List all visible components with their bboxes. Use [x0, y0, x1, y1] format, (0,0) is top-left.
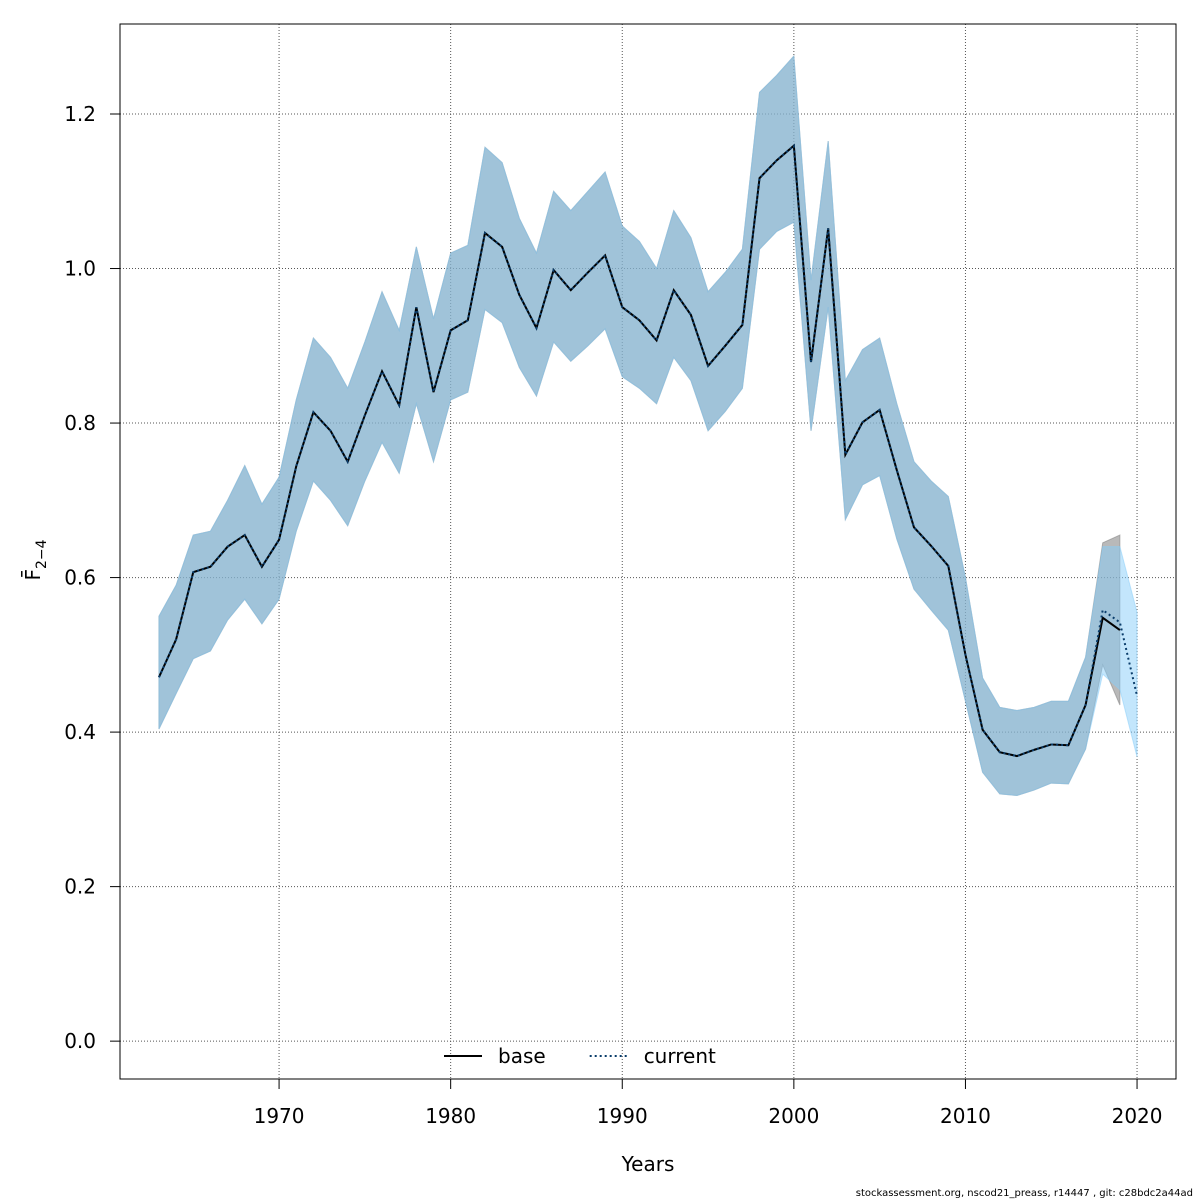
y-tick-label: 0.8 [64, 411, 96, 435]
y-tick-label: 0.4 [64, 720, 96, 744]
x-tick-label: 1990 [597, 1104, 648, 1128]
legend-label: current [644, 1044, 716, 1068]
x-tick-label: 1970 [254, 1104, 305, 1128]
x-tick-label: 2010 [940, 1104, 991, 1128]
y-axis-label-group: F̄2−4 [20, 539, 50, 580]
plot-frame [119, 23, 1177, 1080]
y-tick-label: 1.2 [64, 102, 96, 126]
confidence-band [158, 54, 1138, 796]
y-axis-label-sub: 2−4 [34, 539, 50, 569]
y-axis-label-main: F̄ [20, 569, 45, 581]
footer: stockassessment.org, nscod21_preass, r14… [856, 1188, 1193, 1199]
x-tick-label: 2000 [768, 1104, 819, 1128]
y-axis-label: F̄2−4 [20, 539, 50, 580]
y-tick-label: 0.2 [64, 875, 96, 899]
x-tick-label: 1980 [425, 1104, 476, 1128]
y-tick-label: 1.0 [64, 257, 96, 281]
x-axis-label: Years [621, 1152, 675, 1176]
y-tick-label: 0.0 [64, 1029, 96, 1053]
y-tick-label: 0.6 [64, 566, 96, 590]
series-line [158, 143, 1139, 758]
x-tick-label: 2020 [1112, 1104, 1163, 1128]
legend-label: base [498, 1044, 546, 1068]
